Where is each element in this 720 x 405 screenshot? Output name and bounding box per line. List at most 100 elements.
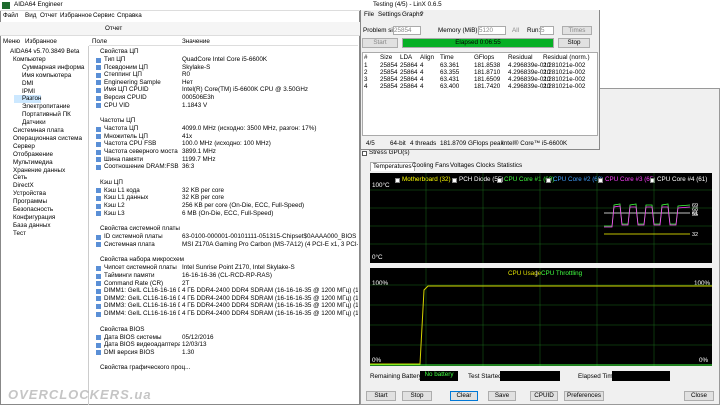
column-header: Поле xyxy=(92,38,108,45)
tree-item[interactable]: Конфигурация xyxy=(13,213,56,221)
menu-item[interactable]: Graphs xyxy=(402,11,423,18)
tree-item[interactable]: Компьютер xyxy=(13,55,46,63)
tree-item[interactable]: Безопасность xyxy=(13,206,54,213)
tree-item[interactable]: Имя компьютера xyxy=(22,71,72,79)
tree-panel xyxy=(0,46,89,405)
tree-item[interactable]: Мультимедиа xyxy=(13,158,53,166)
field-icon xyxy=(96,65,101,71)
status-label: Test Started: xyxy=(468,373,504,380)
field-value: 1199.7 MHz xyxy=(182,155,216,163)
toolbar-button[interactable]: Отчет xyxy=(105,25,123,32)
button[interactable]: Close xyxy=(684,391,714,401)
button[interactable]: Save xyxy=(488,391,516,401)
button[interactable]: Times xyxy=(562,26,592,35)
field-icon xyxy=(96,95,101,101)
button[interactable]: Stop xyxy=(558,38,590,48)
section-header: Свойства набора микросхем xyxy=(100,256,184,264)
usage-graph xyxy=(370,268,712,366)
field-icon xyxy=(96,288,101,294)
button[interactable]: CPUID xyxy=(530,391,558,401)
tree-item[interactable]: Программы xyxy=(13,198,48,206)
tab[interactable]: Voltages xyxy=(450,162,475,169)
field-name: Псевдоним ЦП xyxy=(104,63,148,71)
checkbox[interactable] xyxy=(362,151,367,156)
legend-box xyxy=(546,178,551,183)
menu-item[interactable]: File xyxy=(364,11,375,18)
menu-item[interactable]: Settings xyxy=(378,11,401,18)
tree-item[interactable]: Тест xyxy=(13,229,27,237)
field-value: QuadCore Intel Core i5-6600K xyxy=(182,56,268,63)
menu-item[interactable]: Вид xyxy=(25,12,37,19)
tree-item[interactable]: Датчики xyxy=(22,119,46,127)
tree-item[interactable]: IPMI xyxy=(22,87,35,95)
field-value: 1.30 xyxy=(182,348,195,356)
button[interactable]: Start xyxy=(362,38,398,48)
axis-label: 0°C xyxy=(372,254,383,261)
tree-item[interactable]: AIDA64 v5.70.3849 Beta xyxy=(10,48,80,55)
tree-item[interactable]: Отображение xyxy=(13,150,54,158)
field-name: Версия CPUID xyxy=(104,94,147,101)
temp-graph xyxy=(370,173,712,263)
field-icon xyxy=(96,234,101,240)
field-value: 32 KB per core xyxy=(182,194,225,202)
linx-title-bar xyxy=(360,0,600,10)
status-label: Remaining Battery: xyxy=(370,373,424,380)
menu-item[interactable]: Отчет xyxy=(40,12,58,19)
checkbox-label: Stress GPU(s) xyxy=(369,149,410,156)
table-cell: 4 xyxy=(364,83,368,90)
tab[interactable]: Statistics xyxy=(497,162,523,169)
button[interactable]: Clear xyxy=(450,391,478,401)
tree-item[interactable]: Системная плата xyxy=(13,127,64,134)
tab[interactable]: Temperatures xyxy=(370,162,415,171)
input[interactable]: 5 xyxy=(540,26,554,35)
axis-label: 100% xyxy=(694,280,711,287)
legend-box xyxy=(650,178,655,183)
tab[interactable]: Cooling Fans xyxy=(412,162,450,169)
tree-item[interactable]: Электропитание xyxy=(22,103,70,111)
table-cell: 25864 xyxy=(400,83,418,90)
button[interactable]: Start xyxy=(366,391,396,401)
input[interactable]: 25854 xyxy=(393,26,421,35)
button[interactable]: Preferences xyxy=(564,391,604,401)
table-cell: 63.355 xyxy=(440,69,460,76)
tab[interactable]: Clocks xyxy=(476,162,495,169)
field-icon xyxy=(96,350,101,356)
tree-item[interactable]: DirectX xyxy=(13,182,34,190)
tree-item[interactable]: Сервер xyxy=(13,142,35,150)
table-header: Residual (norm.) xyxy=(543,54,590,61)
legend-label: CPU Core #3 (65) xyxy=(605,176,656,183)
panel-tab[interactable]: Меню xyxy=(3,38,21,45)
menu-item[interactable]: Избранное xyxy=(60,12,92,19)
axis-label: 61 xyxy=(692,211,699,217)
tree-item[interactable]: Разгон xyxy=(14,95,42,104)
field-value: 1.1843 V xyxy=(182,101,208,109)
tree-item[interactable]: Портативный ПК xyxy=(22,111,71,119)
panel-tab[interactable]: Избранное xyxy=(25,38,57,45)
tree-item[interactable]: Хранение данных xyxy=(13,166,66,174)
field-value: 4 ГБ DDR4-2400 DDR4 SDRAM (16-16-16-35 @… xyxy=(182,302,358,310)
axis-label: 32 xyxy=(692,232,699,238)
tree-item[interactable]: База данных xyxy=(13,221,51,229)
legend-box xyxy=(497,178,502,183)
tree-item[interactable]: Суммарная информа xyxy=(22,63,85,71)
field-name: Системная плата xyxy=(104,240,155,248)
menu-item[interactable]: Файл xyxy=(3,12,19,19)
field-label: Memory (MiB): xyxy=(438,27,480,34)
aida-title-bar xyxy=(0,0,360,11)
menu-item[interactable]: Сервис xyxy=(93,12,115,19)
menu-item[interactable]: Справка xyxy=(117,12,142,19)
tree-item[interactable]: Устройства xyxy=(13,190,46,198)
tree-item[interactable]: DMI xyxy=(22,79,34,87)
table-cell: 4.296839e-010 xyxy=(508,62,551,69)
menu-item[interactable]: ? xyxy=(420,11,424,18)
tree-item[interactable]: Операционная система xyxy=(13,134,83,142)
table-cell: 4 xyxy=(420,62,424,69)
tree-item[interactable]: Сеть xyxy=(13,174,28,182)
input[interactable]: 5120 xyxy=(478,26,506,35)
table-cell: 25854 xyxy=(380,69,398,76)
field-icon xyxy=(96,265,101,271)
section-header: Свойства BIOS xyxy=(100,325,145,333)
table-cell: 181.7420 xyxy=(474,83,501,90)
button[interactable]: Stop xyxy=(402,391,432,401)
field-name: Кэш L1 кода xyxy=(104,186,140,194)
